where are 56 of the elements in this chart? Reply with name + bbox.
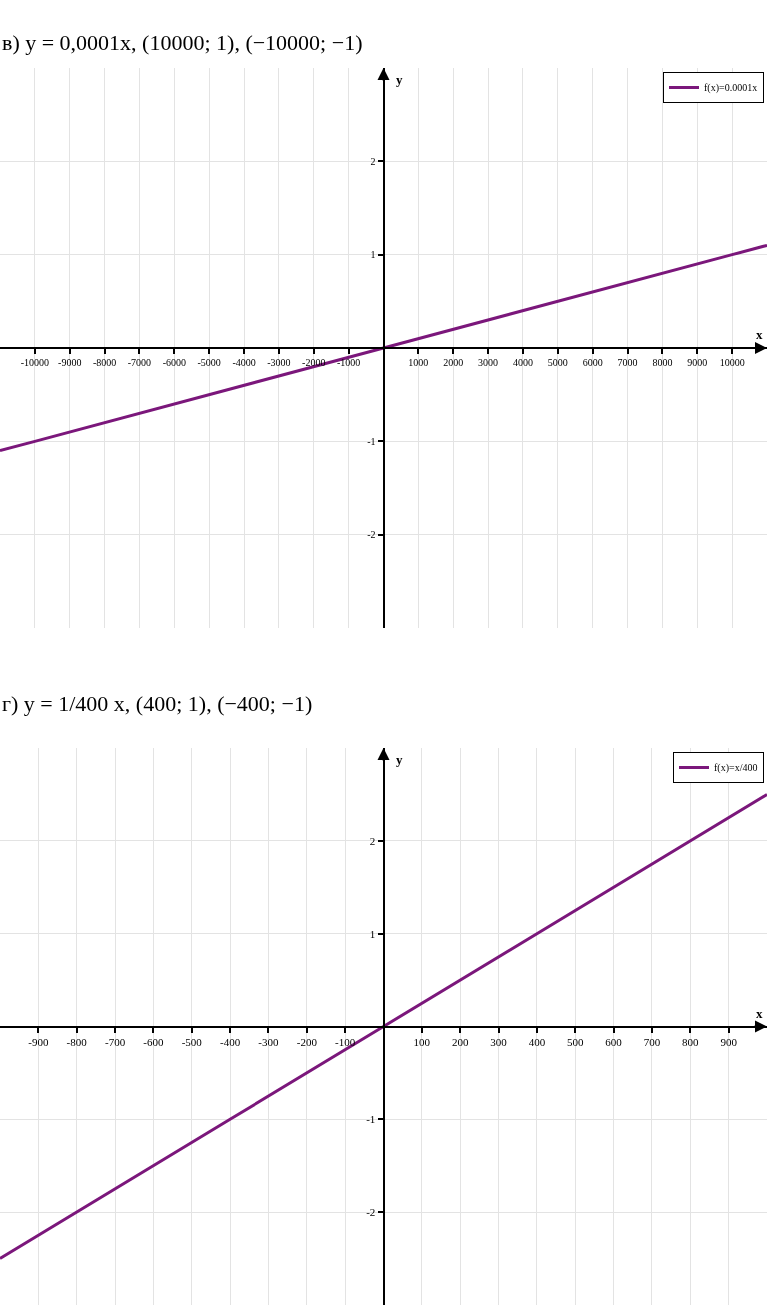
x-tick-label: -500	[181, 1035, 203, 1048]
x-tick-label: -200	[296, 1035, 318, 1048]
chart-title: г) y = 1/400 x, (400; 1), (−400; −1)	[2, 691, 313, 716]
x-tick-label: -1000	[336, 357, 361, 368]
x-tick-label: 800	[682, 1035, 700, 1048]
y-tick-label: -1	[366, 1113, 376, 1126]
x-tick-label: -100	[335, 1035, 356, 1048]
x-tick-label: 300	[490, 1035, 508, 1048]
chart-title: в) y = 0,0001x, (10000; 1), (−10000; −1)	[2, 30, 363, 55]
x-tick-label: 6000	[582, 357, 603, 368]
x-tick-label: 2000	[443, 357, 464, 368]
x-tick-label: -3000	[267, 357, 291, 368]
y-tick-label: 2	[369, 834, 376, 847]
legend-label: f(x)=0.0001x	[704, 82, 758, 95]
x-tick-label: -300	[258, 1035, 280, 1048]
x-tick-label: 4000	[512, 357, 533, 368]
x-axis-title: x	[756, 327, 763, 342]
x-tick-label: -9000	[58, 357, 82, 368]
y-tick-label: 2	[370, 155, 376, 167]
x-tick-label: 600	[605, 1035, 623, 1048]
x-tick-label: -400	[220, 1035, 241, 1048]
line-series	[0, 792, 767, 1261]
x-tick-label: 7000	[617, 357, 638, 368]
x-tick-label: 900	[720, 1035, 738, 1048]
legend-label: f(x)=x/400	[714, 762, 758, 775]
x-tick-label: 500	[567, 1035, 584, 1048]
x-tick-label: -10000	[20, 357, 50, 368]
x-tick-label: 1000	[408, 357, 429, 368]
x-axis-title: x	[756, 1006, 763, 1021]
y-tick-label: -1	[367, 435, 376, 447]
x-tick-label: 400	[528, 1035, 546, 1048]
x-tick-label: 8000	[652, 357, 673, 368]
x-tick-label: 3000	[478, 357, 499, 368]
y-tick-label: 1	[369, 927, 376, 940]
y-tick-label: -2	[366, 1206, 376, 1219]
y-axis-title: y	[396, 752, 403, 767]
x-tick-label: 100	[413, 1035, 431, 1048]
x-tick-label: -900	[28, 1035, 49, 1048]
x-tick-label: 5000	[547, 357, 568, 368]
x-tick-label: 9000	[687, 357, 708, 368]
x-tick-label: 10000	[719, 357, 745, 368]
x-tick-label: 200	[451, 1035, 469, 1048]
y-tick-label: -2	[367, 529, 376, 541]
line-series	[0, 243, 767, 453]
x-tick-label: -800	[66, 1035, 88, 1048]
x-tick-label: -7000	[127, 357, 152, 368]
x-tick-label: 700	[643, 1035, 661, 1048]
x-tick-label: -700	[104, 1035, 126, 1048]
y-axis-title: y	[396, 72, 403, 87]
x-tick-label: -5000	[197, 357, 221, 368]
x-tick-label: -4000	[232, 357, 256, 368]
x-tick-label: -2000	[302, 357, 326, 368]
x-tick-label: -8000	[92, 357, 117, 368]
x-tick-label: -6000	[162, 357, 186, 368]
y-tick-label: 1	[370, 249, 376, 261]
x-tick-label: -600	[143, 1035, 164, 1048]
